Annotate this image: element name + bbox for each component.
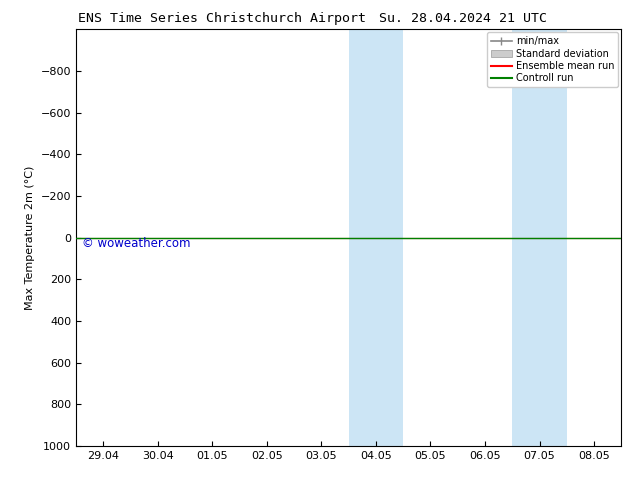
Text: ENS Time Series Christchurch Airport: ENS Time Series Christchurch Airport bbox=[78, 12, 366, 25]
Legend: min/max, Standard deviation, Ensemble mean run, Controll run: min/max, Standard deviation, Ensemble me… bbox=[487, 32, 618, 87]
Y-axis label: Max Temperature 2m (°C): Max Temperature 2m (°C) bbox=[25, 166, 35, 310]
Text: Su. 28.04.2024 21 UTC: Su. 28.04.2024 21 UTC bbox=[379, 12, 547, 25]
Bar bbox=[349, 29, 403, 446]
Bar bbox=[512, 29, 567, 446]
Text: © woweather.com: © woweather.com bbox=[82, 237, 190, 250]
